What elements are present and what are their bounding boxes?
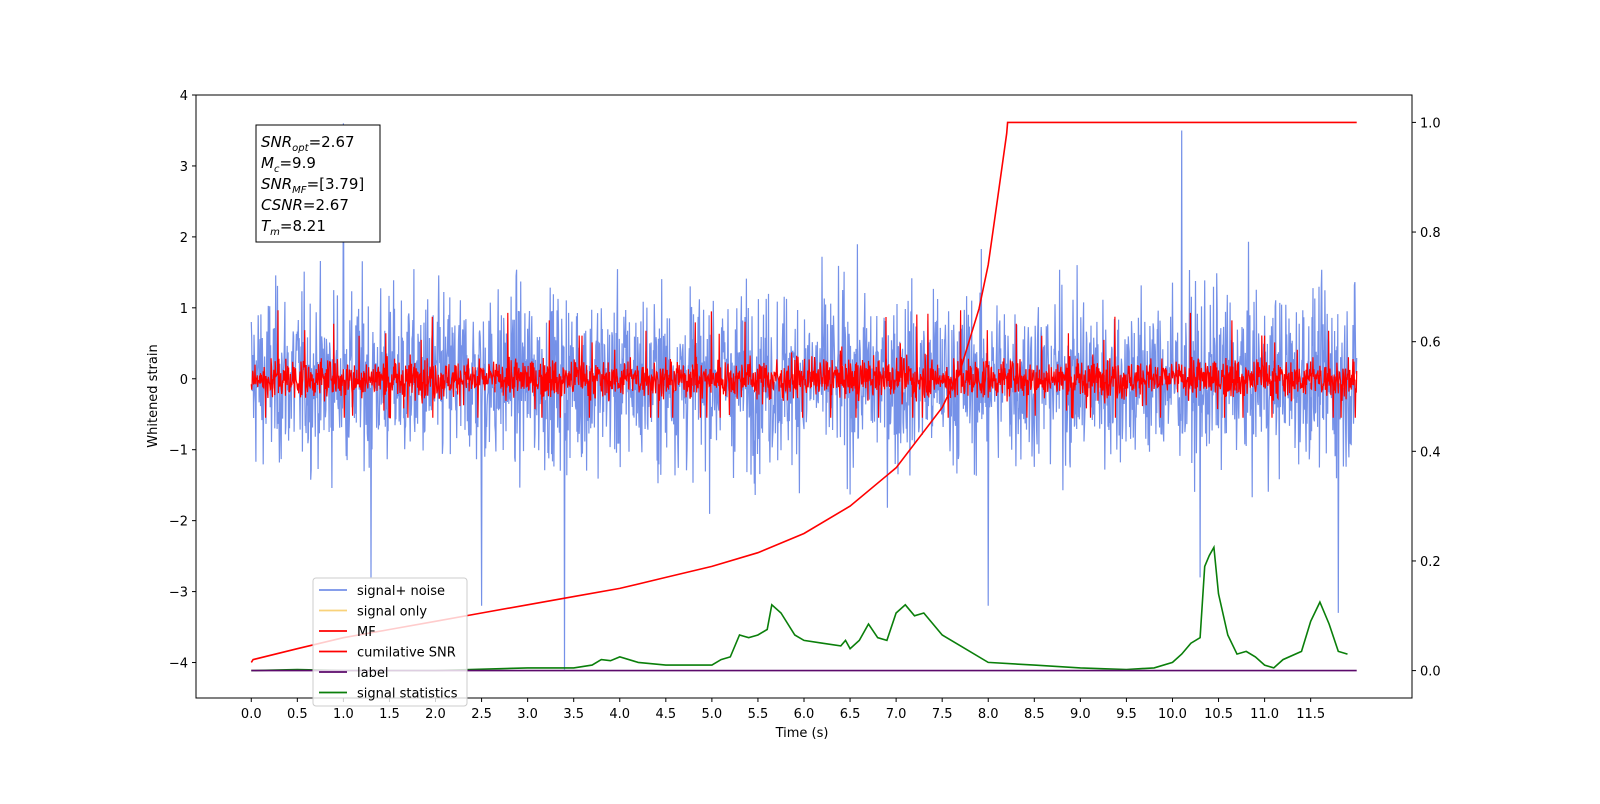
x-tick-label: 0.5 [287, 707, 308, 722]
legend: signal+ noise signal only MF cumilative SNR… [312, 577, 468, 707]
y-right-tick-label: 0.0 [1420, 665, 1441, 680]
y-tick-label: −2 [169, 515, 188, 530]
legend-entry: MF [357, 625, 376, 640]
x-tick-label: 10.0 [1158, 707, 1187, 722]
x-tick-label: 7.0 [886, 707, 907, 722]
x-tick-label: 4.0 [609, 707, 630, 722]
info-value: =8.21 [280, 217, 326, 235]
info-symbol: SNR [261, 175, 292, 193]
info-box-line: CSNR=2.67 [261, 196, 349, 214]
info-box-line: Tm=8.21 [261, 217, 326, 238]
series-mf-line [250, 310, 1358, 419]
y-tick-label: 0 [180, 373, 188, 388]
info-box-line: SNRMF=[3.79] [261, 175, 364, 196]
x-tick-label: 11.0 [1250, 707, 1279, 722]
x-tick-label: 11.5 [1296, 707, 1325, 722]
x-tick-label: 1.5 [379, 707, 400, 722]
y-axis-label: Whitened strain [146, 344, 161, 447]
info-subscript: m [270, 227, 280, 238]
info-box: SNRopt=2.67Mc=9.9SNRMF=[3.79]CSNR=2.67Tm… [255, 124, 381, 243]
y-axis-ticks: 4 3 2 1 0 −1 −2 −3 −4 [169, 89, 196, 672]
y-right-tick-label: 0.8 [1420, 226, 1441, 241]
x-tick-label: 5.0 [702, 707, 723, 722]
legend-entry: signal only [357, 605, 427, 620]
y-right-tick-label: 0.2 [1420, 555, 1441, 570]
x-tick-label: 8.0 [978, 707, 999, 722]
y-axis-right-ticks: 1.0 0.8 0.6 0.4 0.2 0.0 [1412, 116, 1441, 680]
x-tick-label: 10.5 [1204, 707, 1233, 722]
x-tick-label: 5.5 [748, 707, 769, 722]
x-tick-label: 2.0 [425, 707, 446, 722]
y-right-tick-label: 0.6 [1420, 336, 1441, 351]
x-tick-label: 1.0 [333, 707, 354, 722]
x-tick-label: 3.0 [517, 707, 538, 722]
x-tick-label: 0.0 [241, 707, 262, 722]
y-tick-label: 4 [180, 89, 188, 104]
x-tick-label: 3.5 [563, 707, 584, 722]
x-axis-label: Time (s) [775, 726, 829, 741]
info-subscript: c [274, 164, 280, 175]
info-box-line: SNRopt=2.67 [261, 133, 355, 154]
info-symbol: M [261, 154, 274, 172]
x-tick-label: 6.5 [840, 707, 861, 722]
x-tick-label: 4.5 [655, 707, 676, 722]
info-value: =[3.79] [307, 175, 365, 193]
info-value: =9.9 [279, 154, 315, 172]
legend-entry: signal statistics [357, 687, 458, 702]
x-tick-label: 9.0 [1070, 707, 1091, 722]
legend-entry: cumilative SNR [357, 646, 456, 661]
x-axis-ticks: 0.0 0.5 1.0 1.5 2.0 2.5 3.0 3.5 4.0 4.5 5.0 5.5 6.0 6… [241, 698, 1325, 722]
y-tick-label: −3 [169, 586, 188, 601]
series-signal-noise-line [250, 123, 1358, 670]
x-tick-label: 2.5 [471, 707, 492, 722]
info-subscript: MF [292, 185, 307, 196]
legend-entry: signal+ noise [357, 584, 445, 599]
x-tick-label: 8.5 [1024, 707, 1045, 722]
info-box-line: Mc=9.9 [261, 154, 316, 175]
legend-entry: label [357, 666, 388, 681]
y-tick-label: −1 [169, 444, 188, 459]
info-symbol: CSNR [261, 196, 303, 214]
y-tick-label: −4 [169, 657, 188, 672]
y-right-tick-label: 1.0 [1420, 116, 1441, 131]
y-tick-label: 1 [180, 302, 188, 317]
y-tick-label: 2 [180, 231, 188, 246]
x-tick-label: 6.0 [794, 707, 815, 722]
y-tick-label: 3 [180, 160, 188, 175]
legend-frame [312, 577, 468, 707]
x-tick-label: 9.5 [1116, 707, 1137, 722]
info-box-frame [255, 124, 381, 243]
info-subscript: opt [292, 143, 309, 154]
info-symbol: T [261, 217, 272, 235]
x-tick-label: 7.5 [932, 707, 953, 722]
info-value: =2.67 [303, 196, 349, 214]
series-signal-statistics-line [251, 544, 1348, 672]
y-right-tick-label: 0.4 [1420, 445, 1441, 460]
info-value: =2.67 [309, 133, 355, 151]
info-symbol: SNR [261, 133, 292, 151]
